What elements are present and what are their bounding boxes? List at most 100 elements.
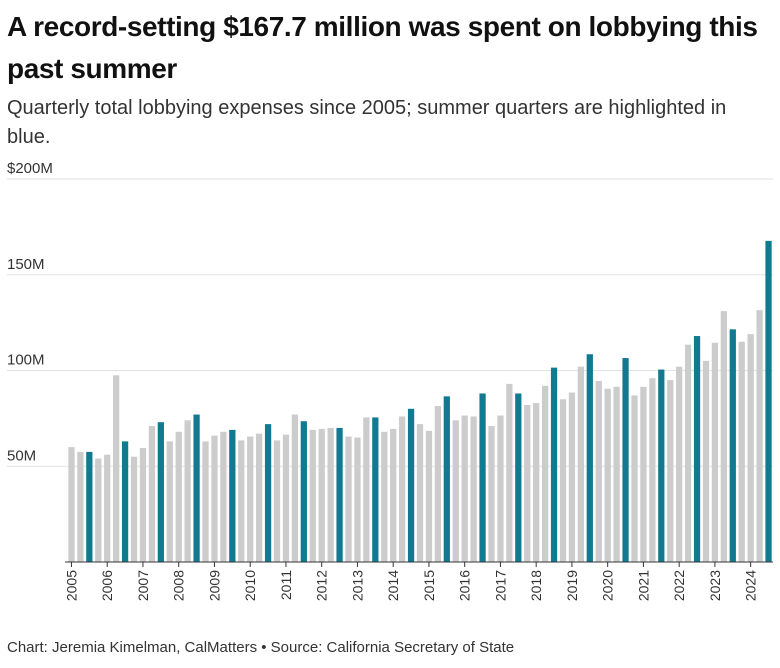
quarter-bar [711,342,719,562]
bar-chart: 50M 100M 150M $200M 2005 2006 2007 2008 2009 201… [7,160,773,601]
x-tick-label: 2013 [349,570,365,601]
quarter-bar [166,441,173,562]
quarter-bar [541,385,549,562]
y-tick-label: $200M [7,160,53,177]
quarter-bar [247,436,254,562]
quarter-bar [68,447,75,562]
summer-quarter-bar [693,336,701,562]
quarter-bar [738,341,745,562]
y-tick-label: 50M [7,447,36,464]
quarter-bar [148,426,156,562]
quarter-bar [756,310,763,562]
y-tick-label: 100M [7,352,45,369]
quarter-bar [318,428,325,562]
summer-quarter-bar [193,414,200,562]
quarter-bar [381,431,388,562]
quarter-bar [488,426,495,562]
quarter-bar [291,414,299,562]
summer-quarter-bar [121,441,129,562]
x-tick-label: 2012 [314,570,330,601]
quarter-bar [425,430,433,562]
quarter-bar [309,429,316,562]
summer-quarter-bar [658,369,665,562]
quarter-bar [747,334,754,562]
quarter-bar [175,431,182,562]
quarter-bar [497,415,504,562]
quarter-bar [77,451,84,562]
quarter-bar [720,311,727,562]
quarter-bar [273,440,281,562]
quarter-bar [104,454,111,562]
quarter-bar [568,392,576,562]
x-tick-label: 2011 [278,570,294,600]
x-tick-label: 2020 [600,570,616,601]
summer-quarter-bar [229,429,236,562]
x-tick-label: 2018 [528,570,544,601]
quarter-bar [130,456,138,562]
quarter-bar [202,441,209,562]
summer-quarter-bar [407,408,415,562]
quarter-bar [461,415,468,562]
summer-quarter-bar [372,417,379,562]
summer-quarter-bar [336,427,343,562]
quarter-bar [354,437,361,562]
quarter-bar [327,427,334,562]
summer-quarter-bar [443,396,450,562]
x-tick-label: 2023 [707,570,723,601]
quarter-bar [613,386,620,562]
quarter-bar [211,435,218,562]
x-tick-label: 2014 [385,570,401,601]
summer-quarter-bar [479,393,486,562]
x-axis-ticks: 2005 2006 2007 2008 2009 2010 2011 2012 2013 2014… [63,562,759,601]
quarter-bar [113,375,120,562]
quarter-bar [595,381,602,562]
quarter-bar [470,416,477,562]
quarter-bar [390,428,397,562]
quarter-bar [452,420,459,562]
chart-footer: Chart: Jeremia Kimelman, CalMatters • So… [7,638,514,658]
quarter-bar [684,344,692,562]
x-tick-label: 2005 [63,570,79,601]
summer-quarter-bar [550,367,558,562]
chart-subtitle: Quarterly total lobbying expenses since … [7,97,727,148]
quarter-bar [363,417,370,562]
quarter-bar [434,405,442,562]
x-tick-label: 2022 [671,570,687,601]
quarter-bar [95,458,102,562]
x-tick-label: 2015 [421,570,437,601]
x-tick-label: 2019 [564,570,580,601]
summer-quarter-bar [157,422,164,562]
quarter-bar [559,399,567,562]
summer-quarter-bar [729,329,736,562]
x-tick-label: 2006 [99,570,115,601]
x-tick-label: 2007 [135,570,151,601]
x-tick-label: 2024 [743,570,759,601]
summer-quarter-bar [622,358,629,562]
summer-quarter-bar [586,354,593,562]
quarter-bar [667,380,674,562]
credit-text: Chart: Jeremia Kimelman, CalMatters [7,639,258,656]
footer-separator: • [257,639,271,656]
summer-quarter-bar [86,451,93,562]
quarter-bar [524,404,531,562]
x-tick-label: 2010 [242,570,258,601]
quarter-bar [702,360,710,562]
quarter-bar [184,420,191,562]
quarter-bar [399,416,406,562]
quarter-bar [533,403,540,562]
summer-quarter-bar [300,421,307,562]
quarter-bar [345,436,352,562]
x-tick-label: 2016 [457,570,473,601]
quarter-bar [220,431,227,562]
quarter-bar [282,434,290,562]
quarter-bar [139,448,147,562]
quarter-bar [577,366,584,562]
gridlines [7,178,773,467]
quarter-bar [631,395,638,562]
quarter-bar [416,424,424,562]
summer-quarter-bar [765,240,772,562]
summer-quarter-bar [515,393,522,562]
quarter-bar [676,366,683,562]
x-tick-label: 2009 [206,570,222,601]
quarter-bar [649,378,656,562]
